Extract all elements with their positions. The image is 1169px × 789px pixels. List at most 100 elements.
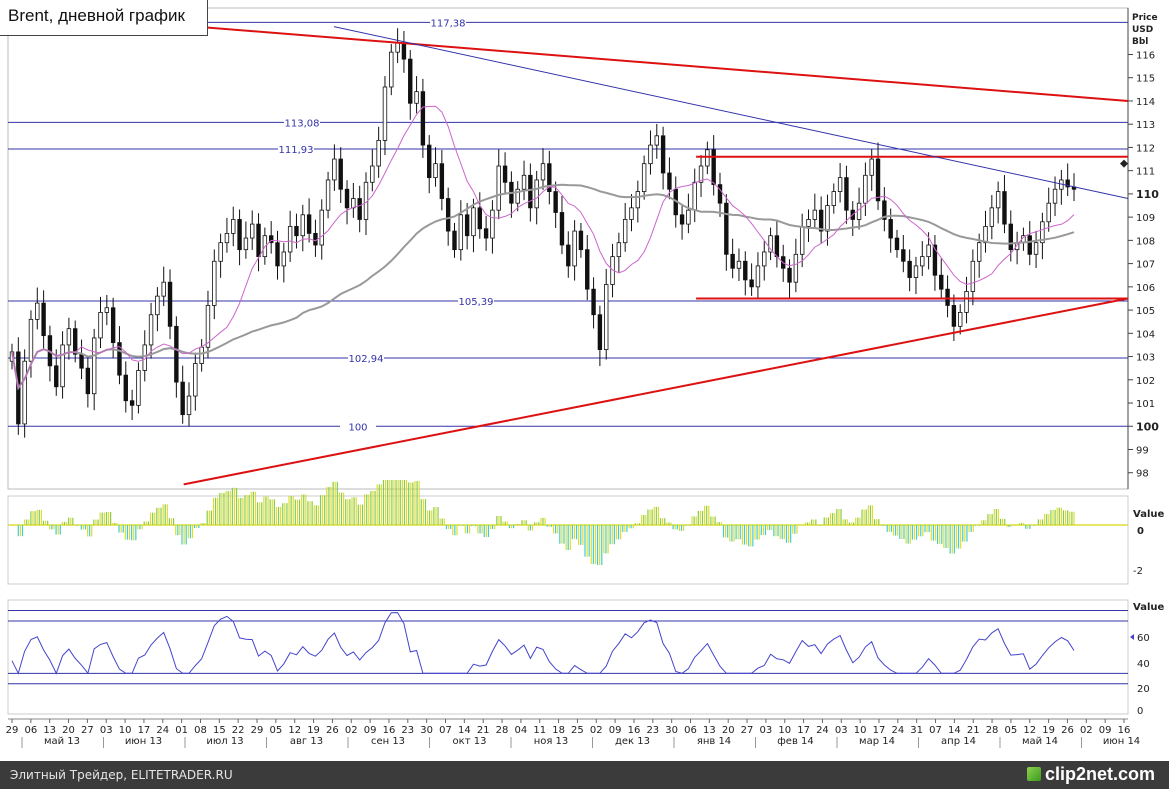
candle-body [167, 281, 173, 327]
x-tick-label: 03 [100, 725, 113, 736]
histogram-tick-minus2: -2 [1133, 566, 1143, 577]
month-label: июн 14 [1103, 736, 1140, 747]
candle-body [136, 370, 141, 406]
x-tick-label: 06 [684, 725, 697, 736]
candle-body [325, 179, 331, 211]
month-label: мар 14 [859, 736, 895, 747]
candle-body [989, 207, 995, 227]
candle-body [250, 223, 255, 239]
candle-body [1033, 242, 1039, 255]
candle-body [901, 249, 906, 262]
y-tick-label: 99 [1136, 445, 1149, 456]
candle-body [458, 214, 464, 251]
level-label: 100 [348, 422, 367, 433]
candle-body [452, 230, 457, 251]
candle-body [370, 165, 375, 183]
y-tick-label: 106 [1136, 283, 1155, 294]
candle-body [148, 314, 154, 346]
candle-body [344, 188, 350, 209]
candle-body [907, 260, 912, 278]
candle-body [1040, 221, 1045, 244]
y-tick-label: 112 [1136, 143, 1155, 154]
y-tick-label: 114 [1136, 97, 1155, 108]
x-tick-label: 07 [929, 725, 942, 736]
candle-body [572, 230, 577, 267]
candle-body [98, 312, 103, 339]
candle-body [641, 163, 647, 192]
candle-body [287, 226, 293, 253]
candle-body [818, 209, 824, 232]
candle-body [237, 219, 242, 251]
x-tick-label: 01 [175, 725, 188, 736]
candle-body [724, 202, 729, 255]
candle-body [945, 288, 950, 306]
candle-body [939, 274, 944, 290]
y-tick-label: 103 [1136, 353, 1155, 364]
x-tick-label: 28 [496, 725, 509, 736]
y-axis-title-line: Price [1132, 13, 1158, 23]
y-tick-label: 116 [1136, 50, 1155, 61]
x-tick-label: 17 [873, 725, 886, 736]
x-tick-label: 08 [194, 725, 207, 736]
candle-body [224, 232, 230, 244]
clip2net-label: clip2net.com [1044, 764, 1155, 784]
x-tick-label: 15 [213, 725, 226, 736]
candle-body [79, 353, 84, 369]
candle-body [660, 135, 666, 174]
x-tick-label: 09 [364, 725, 377, 736]
level-label: 113,08 [285, 118, 320, 129]
candle-body [547, 163, 552, 192]
candle-body [306, 214, 312, 234]
candle-body [882, 200, 887, 220]
level-label-bg [348, 350, 384, 363]
y-tick-label: 107 [1136, 260, 1155, 271]
candle-body [186, 395, 192, 416]
candle-body [920, 256, 925, 267]
x-tick-label: 26 [326, 725, 339, 736]
candle-body [338, 158, 343, 190]
x-tick-label: 05 [1005, 725, 1018, 736]
candle-body [155, 295, 160, 316]
x-tick-label: 16 [628, 725, 641, 736]
x-tick-label: 24 [816, 725, 829, 736]
candle-body [566, 244, 571, 267]
candle-body [1065, 179, 1070, 188]
footer-bar: Элитный Трейдер, ELITETRADER.RU clip2net… [0, 761, 1169, 789]
histogram-bars [17, 480, 1075, 565]
candle-body [831, 191, 836, 206]
candle-body [199, 346, 204, 364]
candle-body [951, 305, 957, 327]
clip2net-logo[interactable]: clip2net.com [1026, 764, 1155, 785]
candle-body [958, 312, 963, 327]
trendline-channel [333, 26, 1129, 200]
candle-body [964, 291, 969, 313]
x-tick-label: 26 [1061, 725, 1074, 736]
level-label-bg [284, 115, 320, 128]
candle-body [749, 279, 754, 288]
candle-body [705, 149, 710, 167]
month-label: окт 13 [453, 736, 487, 747]
candle-body [762, 251, 767, 267]
chart-title-text: Brent, дневной график [8, 6, 185, 25]
candle-body [635, 191, 641, 209]
candle-body [755, 265, 761, 288]
candle-body [54, 365, 59, 388]
x-tick-label: 05 [269, 725, 282, 736]
candle-body [799, 226, 805, 255]
x-tick-label: 18 [552, 725, 565, 736]
candle-body [888, 219, 893, 239]
x-tick-label: 24 [891, 725, 904, 736]
candle-body [1046, 202, 1051, 223]
month-label: июн 13 [125, 736, 162, 747]
y-tick-label: 108 [1136, 236, 1155, 247]
y-tick-label: 105 [1136, 306, 1155, 317]
candle-body [439, 163, 445, 199]
x-tick-label: 02 [590, 725, 603, 736]
candle-body [875, 158, 881, 202]
chart-title: Brent, дневной график [0, 0, 208, 36]
candle-body [540, 163, 546, 181]
x-tick-label: 14 [948, 725, 961, 736]
candle-body [616, 242, 622, 258]
trendline-support [183, 297, 1129, 486]
candle-body [91, 337, 97, 395]
